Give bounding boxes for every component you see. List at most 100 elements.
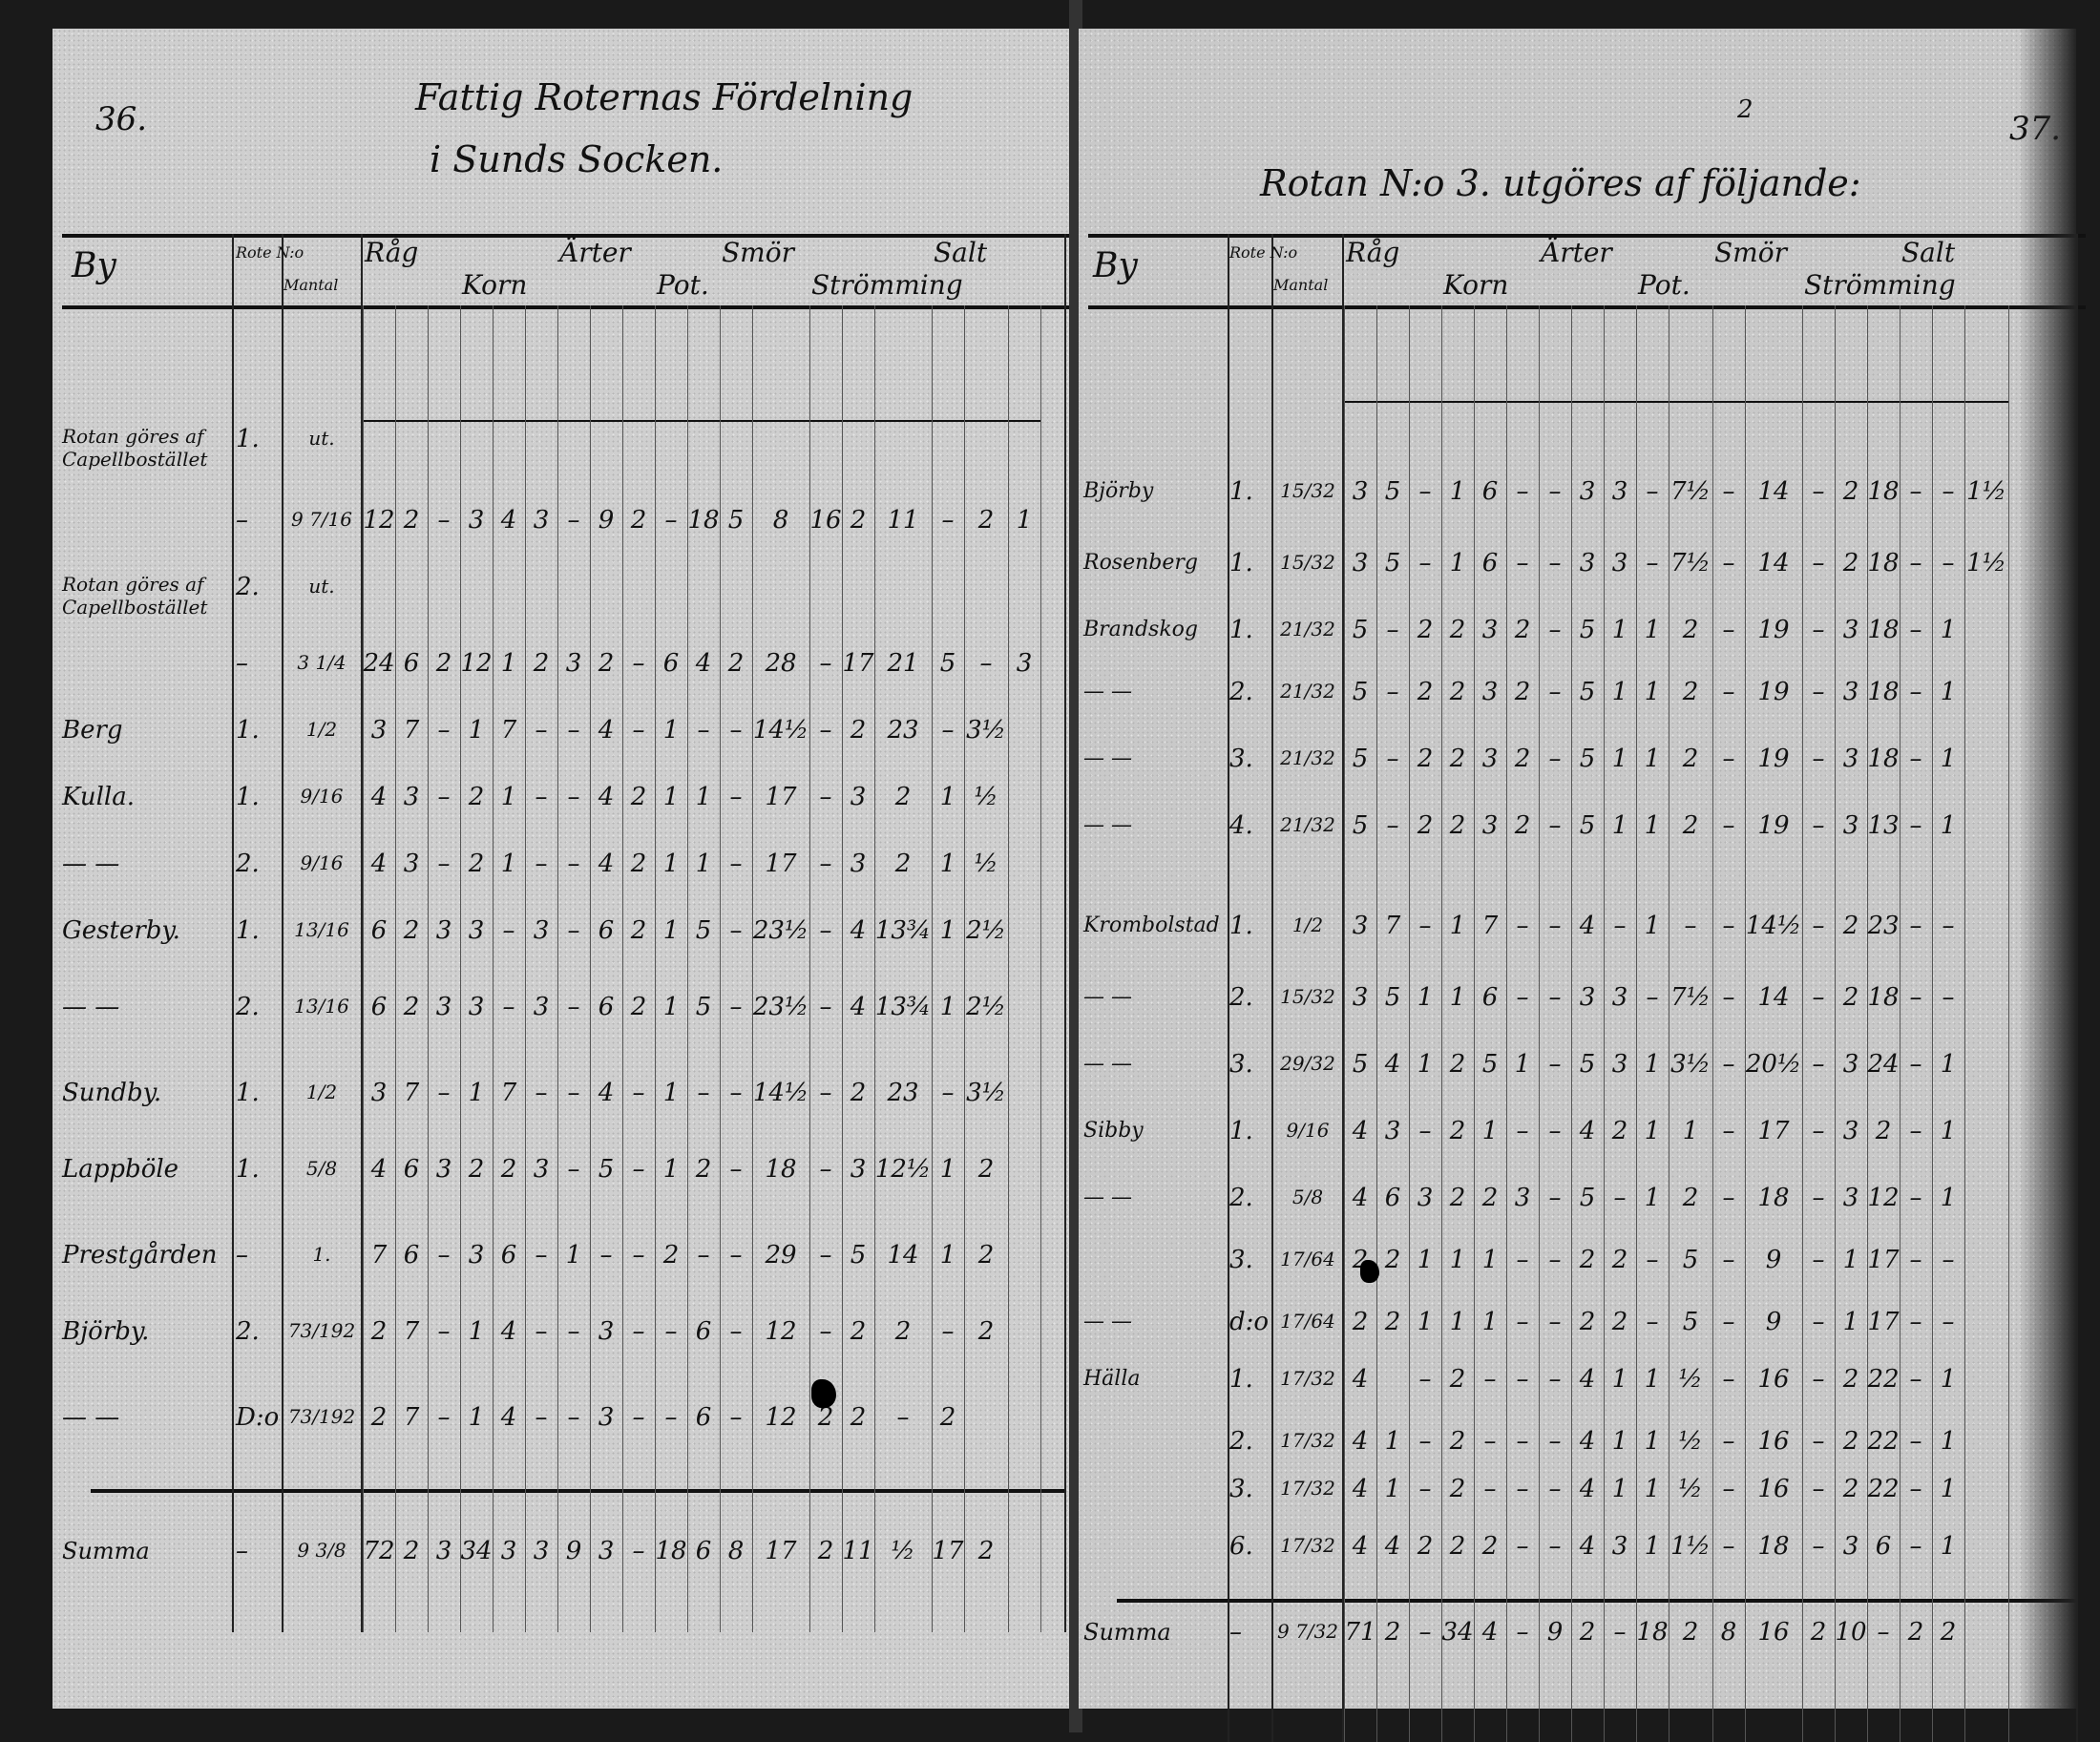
cell-value: 1 [1940, 745, 1957, 773]
cell-value: 6 [403, 1155, 420, 1184]
cell-value: – [1722, 1246, 1735, 1274]
cell-value: – [535, 850, 548, 878]
cell-value: 3 [435, 993, 452, 1021]
cell-value: 16 [1757, 1365, 1790, 1394]
cell-value: 21 [887, 649, 919, 678]
cell-value: 1 [1611, 745, 1628, 773]
cell-value: 1 [1644, 912, 1661, 940]
cell-value: 3½ [1670, 1050, 1711, 1079]
column-divider [1964, 305, 1965, 1742]
rote-number: 1. [236, 916, 260, 945]
column-header-10: Salt [1901, 237, 1956, 268]
cell-value: – [1812, 745, 1825, 773]
column-header-5: Korn [462, 269, 528, 301]
cell-value: – [1722, 477, 1735, 506]
cell-value: – [1386, 745, 1399, 773]
cell-value: – [697, 716, 710, 745]
column-divider [2076, 234, 2078, 1742]
cell-value: 1 [939, 1155, 956, 1184]
cell-value: 1 [695, 850, 712, 878]
cell-value: – [729, 850, 743, 878]
table-row: — — D:o 73/192 2 7–1 4– –3– –6–12 2 2–2 [52, 1403, 1064, 1451]
cell-value: 2 [1449, 1532, 1466, 1561]
column-divider [1342, 234, 1344, 1742]
cell-value: – [1684, 912, 1697, 940]
cell-value: – [535, 1317, 548, 1346]
rote-number: 1. [1229, 1365, 1253, 1394]
cell-value: 2 [1842, 1365, 1859, 1394]
village-name: Prestgården [62, 1241, 218, 1270]
cell-value: – [1722, 1532, 1735, 1561]
cell-value: 5 [695, 916, 712, 945]
cell-value: 4 [500, 506, 517, 535]
column-divider [1539, 305, 1540, 1742]
cell-value: – [567, 993, 580, 1021]
cell-value: 3 [1514, 1184, 1531, 1212]
cell-value: – [1418, 549, 1432, 577]
column-divider [1344, 305, 1345, 1742]
column-header-2: Rote N:o [1229, 243, 1298, 262]
cell-value: 2 [630, 993, 647, 1021]
table-row: Björby 1. 15/32 3 5–1 6– –3 3–7½ –14–2 18– –1½ [1079, 477, 2076, 525]
cell-value: 1 [1417, 1308, 1434, 1336]
cell-value: 3 [1611, 983, 1628, 1012]
column-header-4: Råg [1346, 237, 1400, 268]
column-divider [1441, 305, 1442, 1742]
cell-value: 2 [403, 916, 420, 945]
cell-value: 1 [1384, 1427, 1401, 1456]
cell-value: 1 [1842, 1246, 1859, 1274]
summa-value: 2 [1682, 1618, 1699, 1647]
cell-value: 3 [850, 1155, 867, 1184]
cell-value: 2 [1842, 983, 1859, 1012]
cell-value: – [567, 716, 580, 745]
cell-value: 1 [1940, 1184, 1957, 1212]
cell-value: 4 [1579, 912, 1596, 940]
cell-value: – [535, 716, 548, 745]
cell-value: 1 [565, 1241, 582, 1270]
cell-value: – [1722, 983, 1735, 1012]
summa-value: 2 [1810, 1618, 1827, 1647]
summa-value: 4 [1481, 1618, 1499, 1647]
table-row: Kulla. 1. 9/16 4 3–2 1– –4 2 1 1–17–3 2 1 ½ [52, 783, 1064, 830]
cell-value: 4 [1352, 1365, 1369, 1394]
cell-value: 2 [850, 1403, 867, 1432]
mantal-value: 1. [312, 1243, 331, 1266]
cell-value: – [1812, 983, 1825, 1012]
cell-value: 2 [1481, 1532, 1499, 1561]
cell-value: – [1483, 1365, 1497, 1394]
village-name: — — [62, 1403, 120, 1432]
cell-value: 2 [1449, 1184, 1466, 1212]
column-header-4: Råg [365, 237, 419, 268]
cell-value: – [896, 1403, 910, 1432]
cell-value: – [941, 716, 955, 745]
mantal-value: 15/32 [1280, 985, 1335, 1008]
cell-value: – [1909, 616, 1922, 644]
cell-value: – [1418, 1427, 1432, 1456]
cell-value: 2 [1449, 1475, 1466, 1503]
cell-value: 3 [850, 783, 867, 811]
cell-value: 3 [435, 916, 452, 945]
cell-value: – [632, 1241, 645, 1270]
cell-value: – [567, 783, 580, 811]
cell-value: 1 [1644, 811, 1661, 840]
cell-value: 29 [765, 1241, 797, 1270]
cell-value: 9 [1765, 1308, 1782, 1336]
table-row: Sibby 1. 9/16 4 3–2 1– –4 2 1 1–17–3 2–1 [1079, 1117, 2076, 1165]
cell-value: 24 [363, 649, 395, 678]
ink-blot [811, 1379, 836, 1408]
cell-value: 2 [727, 649, 745, 678]
cell-value: – [1909, 811, 1922, 840]
cell-value: 3 [468, 506, 485, 535]
village-name: — — [62, 993, 120, 1021]
cell-value: 13¾ [874, 993, 932, 1021]
cell-value: – [1909, 1246, 1922, 1274]
mantal-value: 9/16 [1286, 1119, 1330, 1142]
table-row: — —3. 21/32 5–2 2 3 2–5 1 1 2–19–3 18–1 [1079, 745, 2076, 792]
column-divider [1064, 234, 1066, 1632]
cell-value: 2 [1417, 616, 1434, 644]
cell-value: – [1812, 1050, 1825, 1079]
cell-value: 3 [1352, 549, 1369, 577]
cell-value: 3 [468, 1241, 485, 1270]
mantal-total: 9 3/8 [297, 1539, 346, 1562]
cell-value: 3 [1842, 1184, 1859, 1212]
